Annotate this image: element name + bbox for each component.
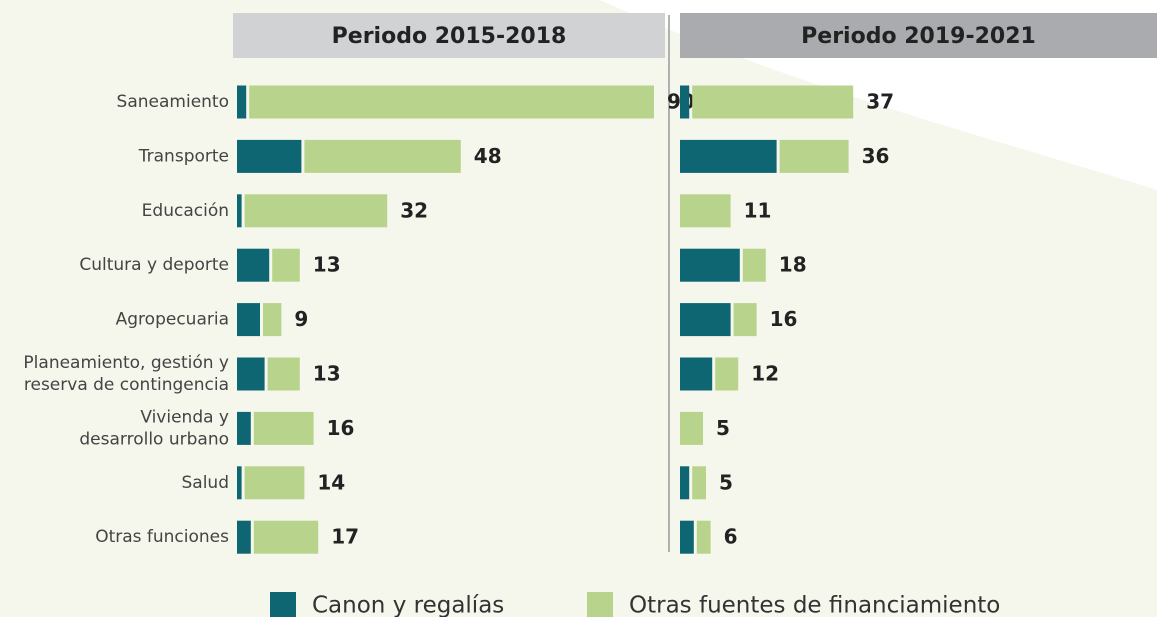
bar-segment: [696, 520, 711, 554]
bar-segment: [680, 411, 703, 445]
bar-segment: [715, 357, 739, 391]
bar-segment: [237, 303, 260, 337]
category-label: Saneamiento: [117, 92, 229, 112]
bar-segment: [272, 248, 300, 282]
bar-segment: [680, 85, 690, 119]
legend-label: Otras fuentes de financiamiento: [629, 593, 1000, 617]
total-label: 17: [331, 525, 359, 549]
category-label: reserva de contingencia: [24, 375, 229, 395]
bar-segment: [680, 466, 690, 500]
category-label: Salud: [182, 473, 230, 493]
bar-segment: [680, 248, 740, 282]
bar-segment: [237, 139, 302, 173]
bar-segment: [733, 303, 757, 337]
bar-segment: [692, 466, 706, 500]
bar-segment: [244, 194, 388, 228]
category-label: Cultura y deporte: [79, 255, 229, 275]
bar-segment: [680, 357, 713, 391]
bar-segment: [263, 303, 282, 337]
legend-label: Canon y regalías: [312, 593, 504, 617]
bar-segment: [680, 303, 731, 337]
bar-segment: [680, 520, 694, 554]
category-label: Transporte: [138, 146, 229, 166]
total-label: 14: [317, 470, 345, 494]
total-label: 16: [327, 416, 355, 440]
panel-header: [233, 13, 665, 58]
total-label: 5: [719, 470, 733, 494]
total-label: 5: [716, 416, 730, 440]
bar-segment: [244, 466, 305, 500]
category-label: Planeamiento, gestión y: [23, 353, 229, 373]
total-label: 32: [400, 198, 428, 222]
total-label: 6: [724, 525, 738, 549]
bar-segment: [237, 466, 242, 500]
legend-swatch: [587, 592, 613, 617]
bar-segment: [304, 139, 461, 173]
panel-title: Periodo 2019-2021: [801, 24, 1036, 49]
bar-segment: [253, 520, 319, 554]
category-label: Agropecuaria: [116, 310, 229, 330]
total-label: 48: [474, 144, 502, 168]
bar-segment: [237, 520, 251, 554]
bar-segment: [680, 139, 777, 173]
bar-segment: [237, 85, 247, 119]
category-label: desarrollo urbano: [79, 429, 229, 449]
bar-segment: [267, 357, 300, 391]
bar-segment: [237, 194, 242, 228]
bar-segment: [253, 411, 314, 445]
total-label: 13: [313, 362, 341, 386]
total-label: 18: [779, 253, 807, 277]
panel-header: [680, 13, 1157, 58]
category-label: Otras funciones: [95, 527, 229, 547]
bar-segment: [249, 85, 654, 119]
total-label: 13: [313, 253, 341, 277]
bar-segment: [742, 248, 766, 282]
bar-segment: [779, 139, 849, 173]
bar-segment: [692, 85, 854, 119]
category-label: Educación: [142, 201, 229, 221]
total-label: 37: [866, 90, 894, 114]
total-label: 11: [744, 198, 772, 222]
legend-swatch: [270, 592, 296, 617]
total-label: 36: [862, 144, 890, 168]
category-label: Vivienda y: [140, 407, 229, 427]
total-label: 9: [294, 307, 308, 331]
bar-segment: [237, 411, 251, 445]
bar-segment: [237, 248, 270, 282]
bar-segment: [680, 194, 731, 228]
bar-segment: [237, 357, 265, 391]
total-label: 16: [770, 307, 798, 331]
panel-title: Periodo 2015-2018: [332, 24, 567, 49]
total-label: 12: [751, 362, 779, 386]
